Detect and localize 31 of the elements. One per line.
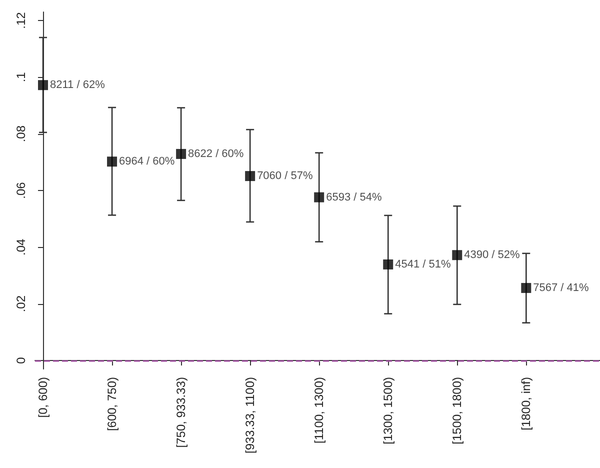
data-label: 4541 / 51% [395,258,451,270]
y-tick-label: .02 [14,295,28,312]
point [314,192,324,202]
y-tick-label: .1 [14,72,28,82]
y-tick-label: .08 [14,125,28,142]
y-tick-label: .04 [14,238,28,256]
data-label: 8211 / 62% [50,79,106,92]
y-tick-label: .12 [14,12,28,29]
data-label: 8622 / 60% [188,148,244,160]
point [38,80,48,90]
data-label: 7567 / 41% [533,282,590,294]
point [521,282,532,293]
data-label: 7060 / 57% [257,170,313,182]
data-label: 6964 / 60% [119,156,175,168]
point [383,259,394,270]
x-tick-label: [1500, 1800) [450,377,464,444]
y-tick-label: 0 [14,356,28,364]
point [452,250,462,260]
point [245,171,256,182]
x-tick-label: [750, 933.33) [174,377,188,448]
x-tick-label: [1800, inf) [519,377,534,430]
x-tick-label: [1100, 1300) [312,377,326,444]
data-label: 4390 / 52% [464,249,520,262]
point [107,156,118,167]
y-tick-label: .06 [14,182,28,199]
x-tick-label: [0, 600) [36,377,50,418]
x-tick-label: [600, 750) [105,377,120,432]
point [176,148,186,159]
x-tick-label: [1300, 1500) [381,377,396,444]
x-tick-label: [933.33, 1100) [243,377,258,454]
data-label: 6593 / 54% [326,191,382,204]
